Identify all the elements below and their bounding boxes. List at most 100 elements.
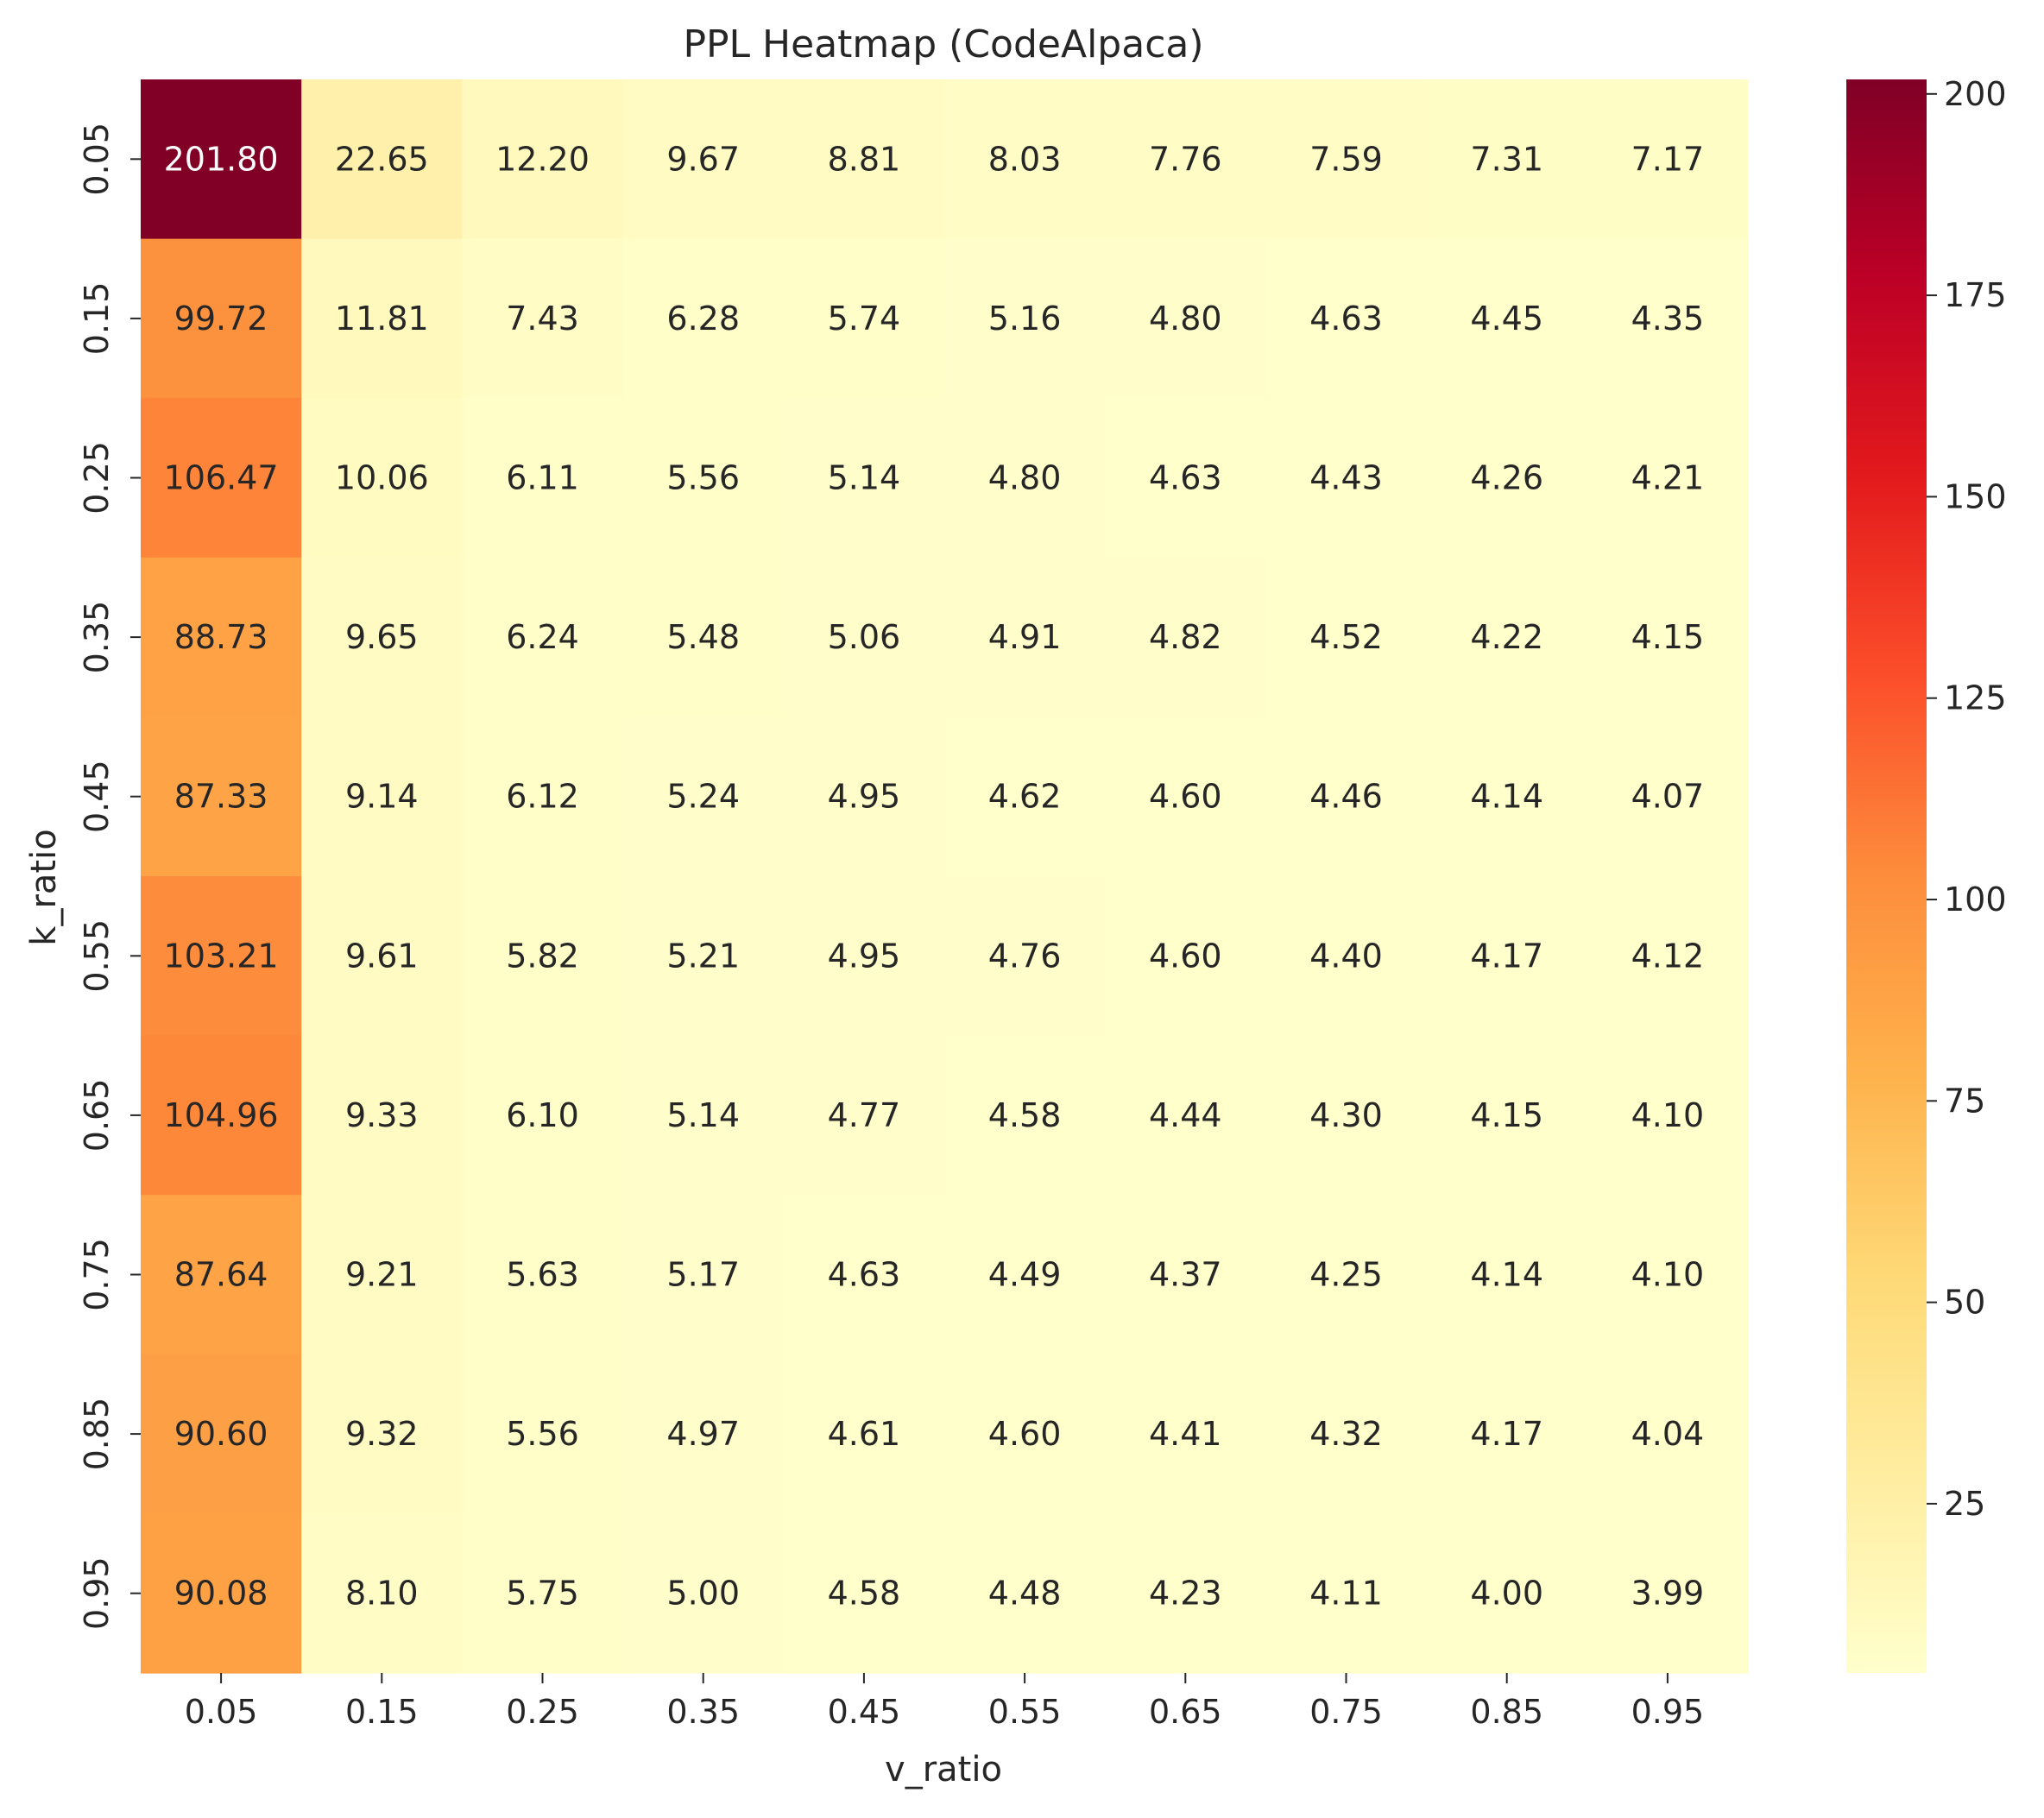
x-tick-label: 0.15 (345, 1693, 419, 1731)
cell-value-label: 5.48 (666, 618, 740, 656)
heatmap-cell (783, 238, 945, 399)
heatmap-cell (141, 1513, 302, 1674)
cell-value-label: 8.81 (828, 140, 901, 178)
heatmap-cell (301, 1513, 463, 1674)
heatmap-cell (1426, 876, 1588, 1037)
heatmap-cell (462, 79, 624, 240)
cell-value-label: 9.14 (345, 778, 419, 816)
cell-value-label: 4.40 (1309, 937, 1383, 975)
x-tick-label: 0.95 (1631, 1693, 1705, 1731)
cell-value-label: 11.81 (335, 300, 429, 338)
cell-value-label: 4.58 (988, 1096, 1062, 1134)
y-tick-label: 0.35 (78, 601, 116, 674)
colorbar-tick-label: 50 (1944, 1284, 1985, 1322)
heatmap-cell (141, 79, 302, 240)
heatmap-cell-labels: 201.80 22.65 12.20 9.67 8.81 8.03 7.76 7.59 7.31… (164, 140, 1705, 1612)
cell-value-label: 4.25 (1309, 1256, 1383, 1294)
cell-value-label: 9.33 (345, 1096, 419, 1134)
cell-value-label: 5.16 (988, 300, 1062, 338)
cell-value-label: 4.76 (988, 937, 1062, 975)
cell-value-label: 5.06 (828, 618, 901, 656)
y-axis-label: k_ratio (24, 829, 64, 945)
heatmap-cell (1426, 238, 1588, 399)
cell-value-label: 8.03 (988, 140, 1062, 178)
x-axis-label: v_ratio (885, 1750, 1002, 1790)
heatmap-cell (1265, 79, 1428, 240)
heatmap-cell (301, 79, 463, 240)
cell-value-label: 5.63 (506, 1256, 579, 1294)
heatmap-cell (1265, 1035, 1428, 1196)
heatmap-cell (783, 1513, 945, 1674)
heatmap-cell (783, 1354, 945, 1514)
x-tick-label: 0.25 (506, 1693, 579, 1731)
heatmap-cell (1105, 876, 1266, 1037)
cell-value-label: 12.20 (495, 140, 590, 178)
heatmap-cell (462, 557, 624, 717)
cell-value-label: 9.21 (345, 1256, 419, 1294)
x-tick-label: 0.65 (1149, 1693, 1222, 1731)
heatmap-cell (301, 876, 463, 1037)
x-tick-label: 0.55 (988, 1693, 1062, 1731)
cell-value-label: 5.14 (828, 459, 901, 497)
heatmap-cell (622, 716, 785, 877)
cell-value-label: 4.82 (1149, 618, 1222, 656)
heatmap-cell (944, 1513, 1106, 1674)
heatmap-cell (1265, 557, 1428, 717)
cell-value-label: 4.60 (1149, 937, 1222, 975)
heatmap-cell (301, 1195, 463, 1355)
x-axis: 0.05 0.15 0.25 0.35 0.45 0.55 0.65 0.75 0.85 0.95 (185, 1673, 1704, 1731)
cell-value-label: 8.10 (345, 1575, 419, 1613)
y-tick-label: 0.55 (78, 919, 116, 993)
heatmap-cell (1587, 557, 1749, 717)
x-tick-label: 0.85 (1470, 1693, 1543, 1731)
cell-value-label: 4.80 (988, 459, 1062, 497)
heatmap-cell (141, 716, 302, 877)
colorbar-tick-label: 200 (1944, 75, 2007, 113)
heatmap-cell (301, 1035, 463, 1196)
heatmap-cell (141, 1354, 302, 1514)
heatmap-cell (1265, 238, 1428, 399)
heatmap-cell (1265, 398, 1428, 559)
heatmap-cell (944, 79, 1106, 240)
cell-value-label: 9.65 (345, 618, 419, 656)
y-tick-label: 0.95 (78, 1556, 116, 1630)
cell-value-label: 6.11 (506, 459, 579, 497)
heatmap-cell (141, 876, 302, 1037)
heatmap-cell (1105, 1035, 1266, 1196)
heatmap-cell (301, 1354, 463, 1514)
heatmap-cell (301, 238, 463, 399)
heatmap-cell (622, 557, 785, 717)
heatmap-cell (1105, 1513, 1266, 1674)
cell-value-label: 4.22 (1470, 618, 1543, 656)
heatmap-cell (1105, 238, 1266, 399)
cell-value-label: 4.63 (828, 1256, 901, 1294)
heatmap-cell (783, 716, 945, 877)
cell-value-label: 5.82 (506, 937, 579, 975)
y-tick-label: 0.85 (78, 1398, 116, 1471)
cell-value-label: 4.48 (988, 1575, 1062, 1613)
heatmap-cell (1426, 1354, 1588, 1514)
cell-value-label: 88.73 (174, 618, 268, 656)
heatmap-cell (1426, 1195, 1588, 1355)
heatmap-cell (141, 557, 302, 717)
heatmap-cell (301, 716, 463, 877)
cell-value-label: 4.41 (1149, 1415, 1222, 1453)
cell-value-label: 99.72 (174, 300, 268, 338)
cell-value-label: 4.17 (1470, 1415, 1543, 1453)
heatmap-cell (1587, 1513, 1749, 1674)
cell-value-label: 4.23 (1149, 1575, 1222, 1613)
heatmap-cell (944, 398, 1106, 559)
cell-value-label: 4.10 (1631, 1096, 1705, 1134)
heatmap-cell (622, 1035, 785, 1196)
heatmap-cell (783, 876, 945, 1037)
cell-value-label: 4.10 (1631, 1256, 1705, 1294)
cell-value-label: 5.75 (506, 1575, 579, 1613)
heatmap-cell (141, 238, 302, 399)
heatmap-cell (1265, 876, 1428, 1037)
y-tick-label: 0.15 (78, 282, 116, 356)
cell-value-label: 4.61 (828, 1415, 901, 1453)
heatmap-cell (783, 557, 945, 717)
heatmap-cell (1587, 1035, 1749, 1196)
heatmap-cell (783, 398, 945, 559)
